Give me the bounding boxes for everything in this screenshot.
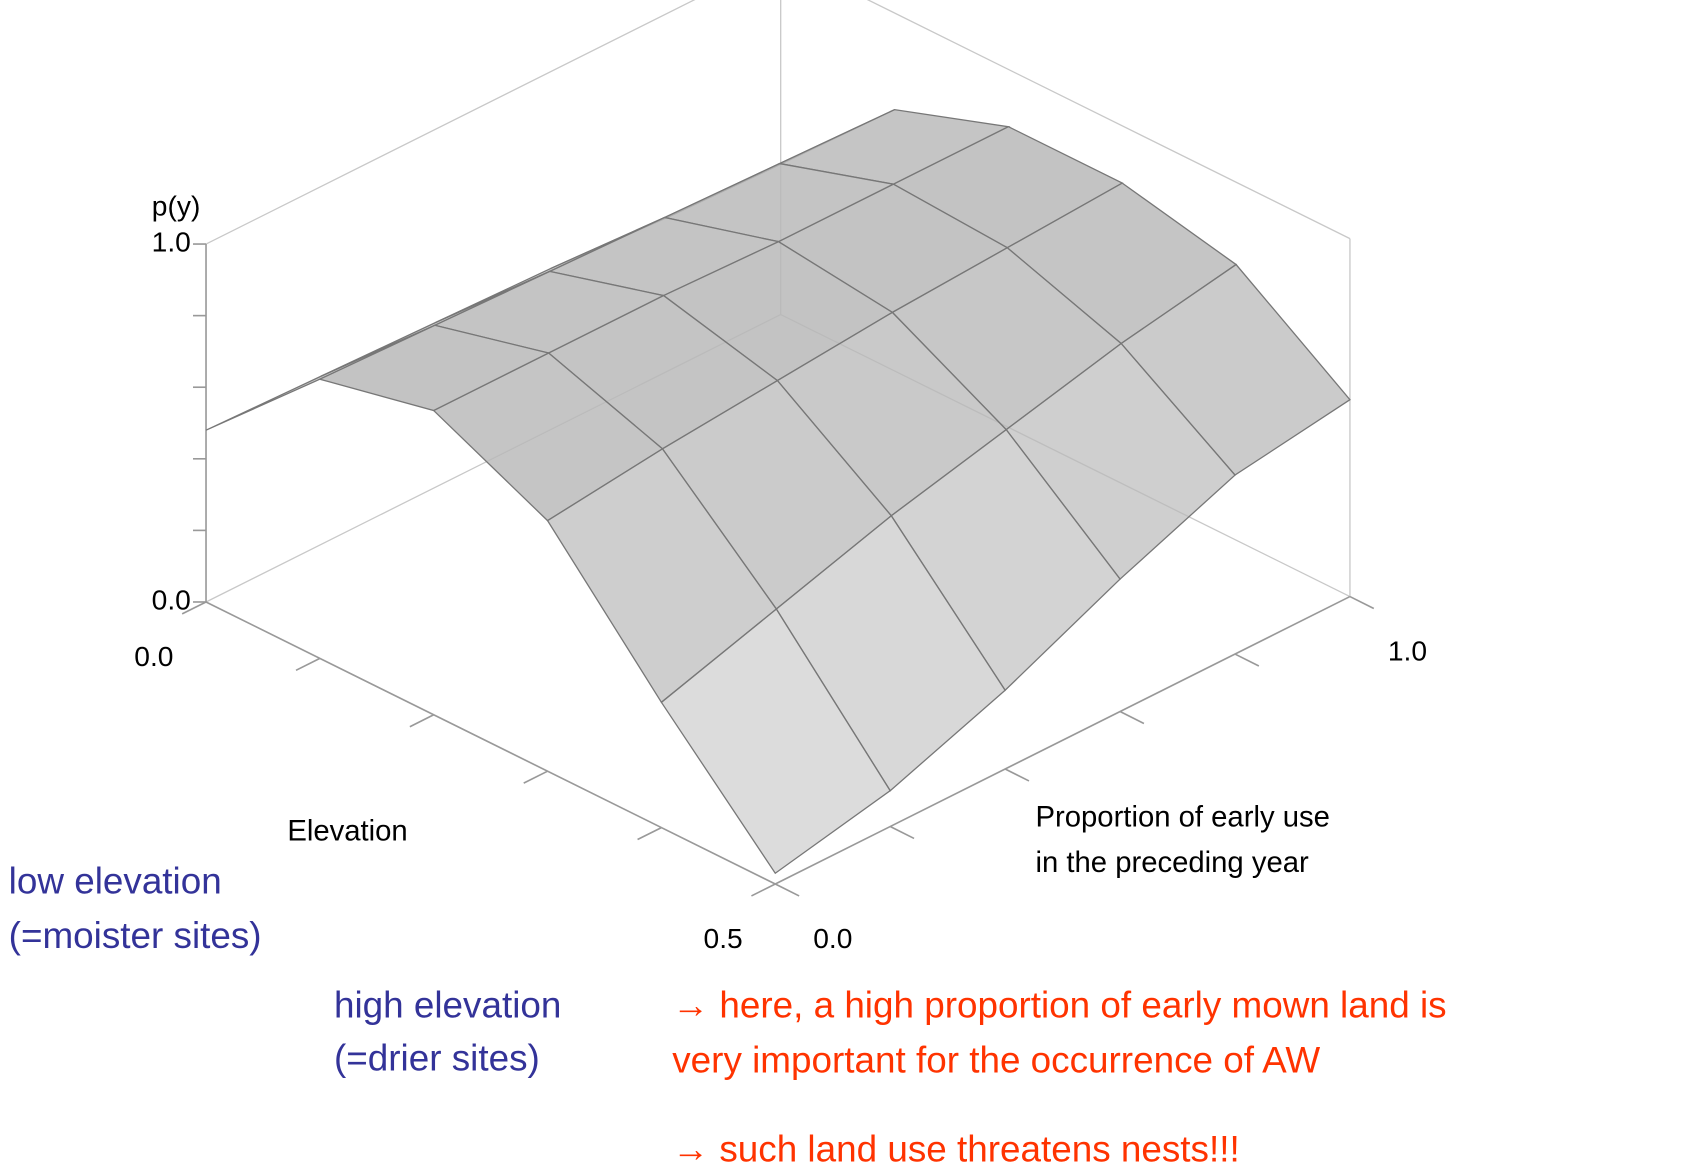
- x-tick: [637, 826, 662, 841]
- annotation: (=drier sites): [334, 1038, 540, 1079]
- x-tick: [181, 601, 207, 615]
- y-axis: [774, 595, 1351, 885]
- z-axis-title: p(y): [152, 190, 201, 222]
- y-tick-label: 0.0: [813, 922, 852, 954]
- annotation: very important for the occurrence of AW: [672, 1040, 1320, 1081]
- x-tick: [409, 714, 435, 728]
- x-tick-label: 0.0: [134, 640, 173, 672]
- annotation: → here, a high proportion of early mown …: [672, 984, 1446, 1025]
- y-tick: [1004, 768, 1030, 782]
- box-edge: [205, 0, 696, 245]
- x-tick: [751, 883, 776, 897]
- y-axis-title: in the preceding year: [1035, 846, 1309, 879]
- x-axis-title: Elevation: [287, 815, 407, 848]
- annotation: high elevation: [334, 984, 561, 1025]
- x-axis: [205, 601, 776, 885]
- x-tick-label: 0.5: [704, 922, 743, 954]
- annotation: (=moister sites): [9, 915, 262, 956]
- y-tick: [774, 883, 800, 897]
- z-tick-label: 0.0: [152, 583, 191, 615]
- y-tick: [889, 825, 915, 840]
- annotation: → such land use threatens nests!!!: [672, 1129, 1239, 1166]
- y-tick-label: 1.0: [1388, 634, 1427, 666]
- y-tick: [1349, 595, 1375, 610]
- y-axis-title: Proportion of early use: [1035, 801, 1329, 834]
- annotation: low elevation: [9, 861, 222, 902]
- y-tick: [1234, 653, 1260, 667]
- z-tick-label: 1.0: [152, 225, 191, 257]
- box-edge: [866, 0, 1351, 240]
- x-tick: [295, 657, 321, 672]
- surface-patch: [660, 608, 892, 875]
- y-tick: [1119, 710, 1145, 725]
- x-tick: [523, 770, 548, 784]
